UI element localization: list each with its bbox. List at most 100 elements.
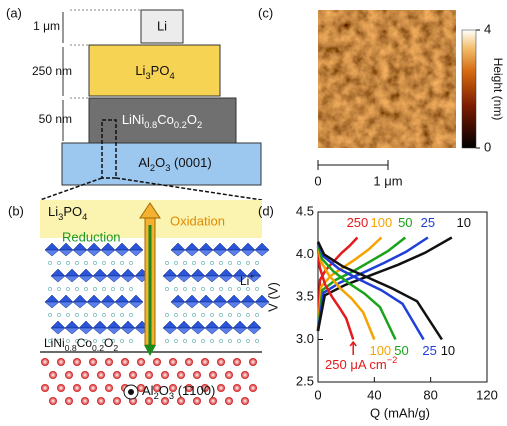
- lattice-octahedron: [129, 302, 143, 308]
- lattice-octahedron: [227, 243, 241, 250]
- substrate-atom: [97, 371, 105, 379]
- lattice-octahedron: [185, 243, 199, 250]
- lattice-octahedron: [199, 250, 213, 256]
- lattice-octahedron: [205, 321, 219, 328]
- lattice-octahedron: [121, 276, 135, 282]
- lattice-octahedron: [185, 250, 199, 256]
- x-axis-label: Q (mAh/g): [370, 405, 430, 420]
- substrate-atom: [57, 384, 65, 392]
- panel-label: (d): [258, 203, 274, 218]
- thickness-label: 250 nm: [32, 64, 72, 78]
- substrate-atom: [241, 397, 249, 405]
- li-ion: [120, 313, 123, 316]
- li-ion: [93, 261, 96, 264]
- li-ion: [111, 287, 114, 290]
- li-ion: [48, 261, 51, 264]
- substrate-atom: [201, 358, 209, 366]
- lattice-octahedron: [51, 276, 65, 282]
- li-ion: [255, 339, 258, 342]
- li-ion: [210, 287, 213, 290]
- process-label: Oxidation: [170, 213, 225, 228]
- lattice-octahedron: [65, 328, 79, 334]
- lattice-octahedron: [241, 250, 255, 256]
- lattice-octahedron: [65, 276, 79, 282]
- li-ion: [174, 313, 177, 316]
- li-ion: [201, 313, 204, 316]
- li-ion: [129, 261, 132, 264]
- lattice-octahedron: [107, 321, 121, 328]
- li-ion: [228, 287, 231, 290]
- figure: (a) Li Li3PO4 LiNi0.8Co0.2O2 Al2O3 (0001…: [0, 0, 507, 426]
- lattice-octahedron: [93, 321, 107, 328]
- y-tick-label: 3.5: [296, 288, 314, 303]
- lattice-octahedron: [59, 302, 73, 308]
- series-label: 10: [457, 215, 471, 230]
- li-ion: [129, 339, 132, 342]
- lattice-octahedron: [199, 295, 213, 302]
- lattice-octahedron: [107, 269, 121, 276]
- lattice-octahedron: [177, 269, 191, 276]
- lattice-octahedron: [205, 276, 219, 282]
- lattice-octahedron: [227, 302, 241, 308]
- series-label: 100: [371, 215, 393, 230]
- li-ion: [201, 339, 204, 342]
- lattice-octahedron: [51, 328, 65, 334]
- lattice-octahedron: [185, 295, 199, 302]
- li-ion: [246, 339, 249, 342]
- li-ion: [111, 261, 114, 264]
- lattice-octahedron: [185, 302, 199, 308]
- substrate-atom: [73, 384, 81, 392]
- substrate-atom: [193, 371, 201, 379]
- substrate-atom: [233, 384, 241, 392]
- substrate-atom: [105, 384, 113, 392]
- lattice-octahedron: [171, 250, 185, 256]
- substrate-atom: [89, 358, 97, 366]
- lattice-octahedron: [171, 295, 185, 302]
- li-ion: [48, 287, 51, 290]
- lattice-octahedron: [73, 295, 87, 302]
- li-ion: [57, 313, 60, 316]
- lattice-octahedron: [93, 269, 107, 276]
- substrate-atom: [153, 358, 161, 366]
- substrate-atom: [105, 358, 113, 366]
- lattice-octahedron: [171, 243, 185, 250]
- li-ion: [66, 313, 69, 316]
- li-ion: [183, 287, 186, 290]
- lattice-octahedron: [129, 250, 143, 256]
- substrate-atom: [113, 371, 121, 379]
- substrate-atom: [249, 384, 257, 392]
- lattice-octahedron: [241, 295, 255, 302]
- lattice-octahedron: [255, 250, 269, 256]
- li-ion: [93, 339, 96, 342]
- lattice-octahedron: [199, 243, 213, 250]
- substrate-atom: [89, 384, 97, 392]
- lattice-octahedron: [115, 302, 129, 308]
- substrate-atom: [65, 397, 73, 405]
- li-ion: [93, 313, 96, 316]
- li-ion: [192, 339, 195, 342]
- lattice-octahedron: [121, 321, 135, 328]
- lattice-octahedron: [205, 328, 219, 334]
- substrate-atom: [169, 358, 177, 366]
- curve: [318, 238, 405, 332]
- substrate-atom: [81, 371, 89, 379]
- substrate-atom: [233, 358, 241, 366]
- li-ion: [66, 287, 69, 290]
- y-tick-label: 2.5: [296, 373, 314, 388]
- lattice-octahedron: [59, 250, 73, 256]
- li-ion: [246, 313, 249, 316]
- lattice-octahedron: [107, 276, 121, 282]
- li-ion: [102, 287, 105, 290]
- lattice-octahedron: [199, 302, 213, 308]
- substrate-atom: [49, 371, 57, 379]
- li-ion: [219, 339, 222, 342]
- lattice-octahedron: [129, 295, 143, 302]
- li-ion: [219, 313, 222, 316]
- series-label: 25: [422, 343, 436, 358]
- lattice-octahedron: [227, 250, 241, 256]
- li-ion: [237, 339, 240, 342]
- arrow: [350, 342, 356, 355]
- x-tick-label: 40: [367, 387, 381, 402]
- li-ion: [246, 261, 249, 264]
- li-ion: [129, 287, 132, 290]
